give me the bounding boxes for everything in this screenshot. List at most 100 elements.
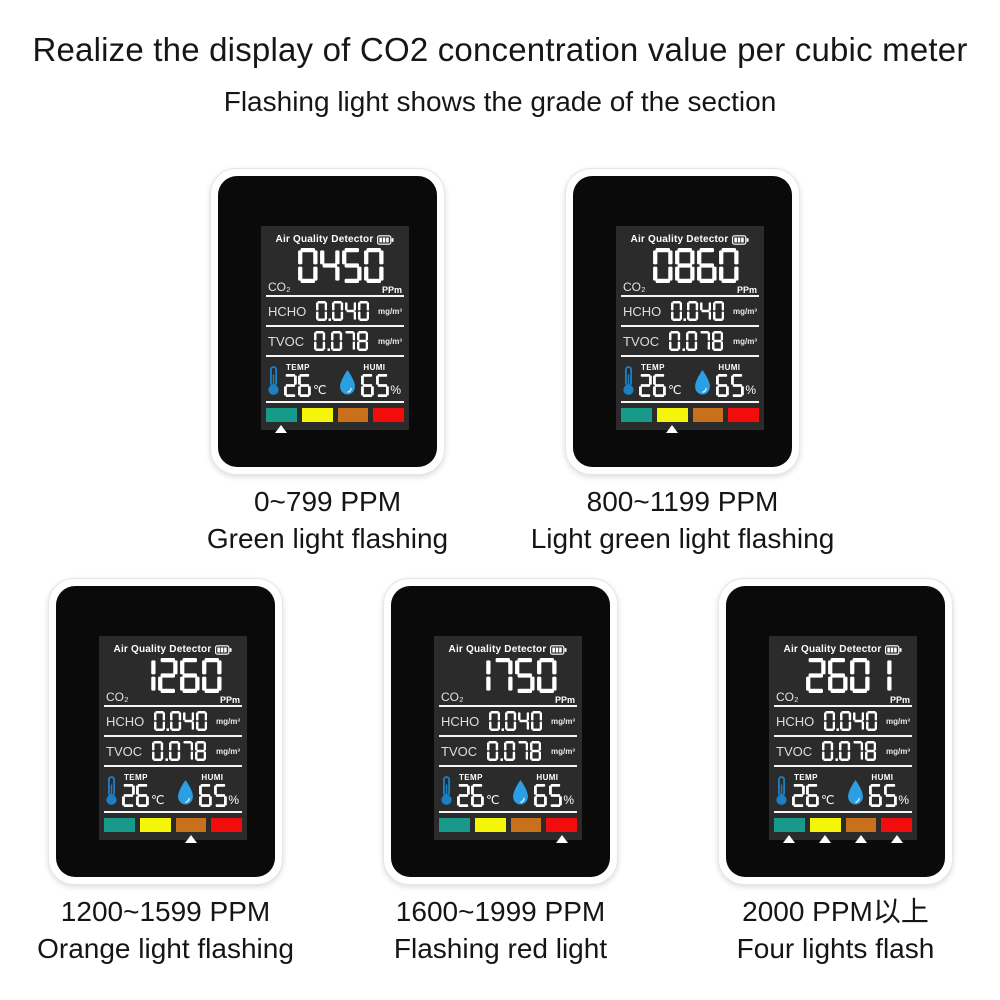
triangle-up-icon <box>854 834 867 843</box>
indicator-slot <box>511 835 542 843</box>
screen-header: Air Quality Detector <box>616 226 764 247</box>
temp-humi-row: TEMP ℃ <box>261 359 409 399</box>
temp-section: TEMP ℃ <box>775 770 842 807</box>
temp-section: TEMP ℃ <box>440 770 507 807</box>
humi-value-row: % <box>533 784 574 807</box>
co2-label: CO₂ <box>268 280 291 294</box>
hcho-value <box>670 301 725 321</box>
co2-label: CO₂ <box>441 690 464 704</box>
tvoc-value <box>487 741 542 761</box>
screen-header: Air Quality Detector <box>769 636 917 657</box>
humi-unit: % <box>228 793 239 807</box>
humi-label: HUMI <box>201 773 224 782</box>
humi-section: HUMI % <box>689 360 758 397</box>
humi-unit: % <box>390 383 401 397</box>
level-indicators <box>616 422 764 435</box>
device-face: Air Quality Detector <box>56 586 275 877</box>
level-bars <box>261 408 409 422</box>
indicator-slot <box>439 835 470 843</box>
tvoc-unit: mg/m³ <box>216 746 240 756</box>
indicator-slot <box>621 425 652 433</box>
humi-value-row: % <box>198 784 239 807</box>
triangle-up-icon <box>890 834 903 843</box>
level-bar-red <box>211 818 242 832</box>
separator-line <box>774 705 912 707</box>
humi-readout: HUMI % <box>533 773 574 807</box>
humi-readout: HUMI % <box>360 363 401 397</box>
hcho-label: HCHO <box>623 303 662 319</box>
level-bar-orange <box>692 408 724 422</box>
device-screen: Air Quality Detector <box>434 636 582 843</box>
humi-value-row: % <box>868 784 909 807</box>
hcho-label: HCHO <box>441 713 480 729</box>
temp-unit: ℃ <box>485 793 500 807</box>
co2-label: CO₂ <box>776 690 799 704</box>
indicator-slot <box>211 835 242 843</box>
temp-readout: TEMP ℃ <box>121 773 164 807</box>
separator-line <box>774 765 912 767</box>
separator-line <box>439 765 577 767</box>
device-caption: 0~799 PPM Green light flashing <box>207 483 448 557</box>
hcho-value <box>315 301 370 321</box>
indicator-slot <box>881 834 912 843</box>
water-drop-icon <box>846 779 865 807</box>
temp-readout: TEMP ℃ <box>456 773 499 807</box>
hcho-row: HCHO mg/m³ <box>261 299 409 323</box>
level-bar-green <box>439 818 470 832</box>
level-bars <box>434 818 582 832</box>
level-bars <box>99 818 247 832</box>
triangle-up-icon <box>783 834 796 843</box>
caption-range: 1200~1599 PPM <box>60 896 271 927</box>
level-bar-orange <box>845 818 877 832</box>
device-screen: Air Quality Detector <box>769 636 917 843</box>
temp-section: TEMP ℃ <box>622 360 689 397</box>
device-body: Air Quality Detector <box>383 578 618 885</box>
humi-unit: % <box>898 793 909 807</box>
thermometer-icon <box>267 366 280 397</box>
indicator-slot <box>266 424 297 433</box>
temp-section: TEMP ℃ <box>267 360 334 397</box>
temp-unit: ℃ <box>150 793 165 807</box>
separator-line <box>104 705 242 707</box>
caption-range: 2000 PPM以上 <box>742 896 929 927</box>
tvoc-unit: mg/m³ <box>378 336 402 346</box>
indicator-slot <box>373 425 404 433</box>
co2-section: CO₂ PPm <box>434 658 582 705</box>
water-drop-icon <box>511 779 530 807</box>
screen-title: Air Quality Detector <box>783 644 882 655</box>
humi-value-row: % <box>715 374 756 397</box>
co2-value <box>261 248 409 283</box>
humi-value <box>360 374 389 397</box>
humi-section: HUMI % <box>507 770 576 807</box>
co2-unit: PPm <box>736 285 757 295</box>
indicator-slot <box>728 425 759 433</box>
tvoc-value <box>314 331 369 351</box>
indicator-slot <box>338 425 369 433</box>
water-drop-icon <box>338 369 357 397</box>
co2-section: CO₂ PPm <box>769 658 917 705</box>
separator-line <box>774 735 912 737</box>
co2-unit: PPm <box>219 695 240 705</box>
thermometer-icon <box>622 366 635 397</box>
temp-value-row: ℃ <box>791 784 834 807</box>
humi-section: HUMI % <box>334 360 403 397</box>
tvoc-label: TVOC <box>268 333 305 349</box>
page-subtitle: Flashing light shows the grade of the se… <box>223 86 777 117</box>
co2-label: CO₂ <box>623 280 646 294</box>
caption-range: 800~1199 PPM <box>586 486 779 517</box>
device-screen: Air Quality Detector <box>261 226 409 433</box>
co2-section: CO₂ PPm <box>616 248 764 295</box>
co2-value <box>99 658 247 693</box>
humi-unit: % <box>563 793 574 807</box>
tvoc-unit: mg/m³ <box>551 746 575 756</box>
indicator-slot <box>475 835 506 843</box>
device-face: Air Quality Detector <box>391 586 610 877</box>
humi-label: HUMI <box>536 773 559 782</box>
level-bar-yellow <box>139 818 171 832</box>
humi-label: HUMI <box>718 363 741 372</box>
caption-light: Green light flashing <box>206 523 449 554</box>
screen-header: Air Quality Detector <box>99 636 247 657</box>
device-body: Air Quality Detector <box>565 168 800 475</box>
caption-light: Flashing red light <box>393 933 608 964</box>
